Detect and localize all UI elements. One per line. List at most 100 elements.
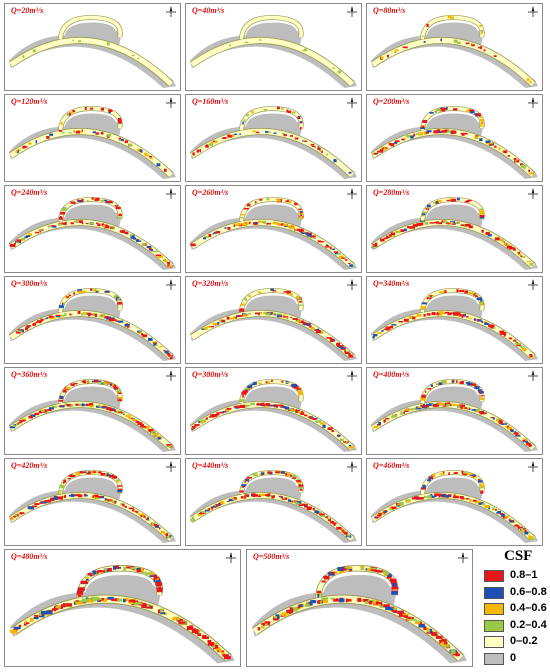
- legend-swatch: [484, 652, 504, 665]
- discharge-label: Q=380m³/s: [192, 370, 229, 379]
- north-arrow-icon: [346, 97, 358, 109]
- legend-swatch: [484, 603, 504, 615]
- legend-item: 0: [484, 651, 548, 667]
- north-arrow-icon: [346, 279, 358, 291]
- legend-item: 0–0.2: [484, 635, 548, 650]
- map-panel: Q=20m³/s: [4, 3, 181, 91]
- north-arrow-icon: [527, 370, 539, 382]
- north-arrow-icon: [457, 552, 469, 564]
- map-panel: Q=280m³/s: [366, 185, 543, 273]
- map-panel: Q=460m³/s: [366, 458, 543, 546]
- discharge-label: Q=160m³/s: [192, 97, 229, 106]
- north-arrow-icon: [165, 279, 177, 291]
- map-panel: Q=500m³/s: [246, 549, 473, 667]
- river-csf-map: [189, 379, 358, 453]
- north-arrow-icon: [527, 188, 539, 200]
- map-panel: Q=80m³/s: [366, 3, 543, 91]
- legend-label: 0–0.2: [510, 635, 538, 647]
- river-csf-map: [189, 197, 358, 271]
- legend-item: 0.6–0.8: [484, 585, 548, 601]
- map-panel: Q=160m³/s: [185, 94, 362, 182]
- map-panel: Q=200m³/s: [366, 94, 543, 182]
- legend-swatch: [484, 586, 504, 599]
- discharge-label: Q=500m³/s: [253, 552, 290, 561]
- river-csf-map: [189, 15, 358, 89]
- north-arrow-icon: [346, 6, 358, 18]
- discharge-label: Q=280m³/s: [373, 188, 410, 197]
- discharge-label: Q=20m³/s: [11, 6, 44, 15]
- discharge-label: Q=260m³/s: [192, 188, 229, 197]
- map-panel: Q=260m³/s: [185, 185, 362, 273]
- legend-item: 0.4–0.6: [484, 602, 548, 617]
- north-arrow-icon: [527, 279, 539, 291]
- north-arrow-icon: [165, 188, 177, 200]
- legend-title: CSF: [504, 548, 533, 564]
- discharge-label: Q=480m³/s: [11, 552, 48, 561]
- legend-swatch: [484, 636, 504, 648]
- map-panel: Q=400m³/s: [366, 367, 543, 455]
- north-arrow-icon: [346, 188, 358, 200]
- river-csf-map: [8, 106, 177, 180]
- discharge-label: Q=240m³/s: [11, 188, 48, 197]
- map-panel: Q=360m³/s: [4, 367, 181, 455]
- north-arrow-icon: [165, 97, 177, 109]
- discharge-label: Q=320m³/s: [192, 279, 229, 288]
- legend-label: 0.6–0.8: [510, 585, 547, 598]
- map-panel: Q=320m³/s: [185, 276, 362, 364]
- river-csf-map: [370, 288, 539, 362]
- river-csf-map: [370, 470, 539, 544]
- csf-legend: CSF 0.8–1 0.6–0.8 0.4–0.6 0.2–0.4 0–0.2 0: [476, 548, 548, 668]
- map-panel: Q=480m³/s: [4, 549, 241, 667]
- map-panel: Q=300m³/s: [4, 276, 181, 364]
- legend-label: 0: [510, 651, 517, 664]
- legend-label: 0.4–0.6: [510, 602, 547, 614]
- discharge-label: Q=120m³/s: [11, 97, 48, 106]
- map-panel: Q=420m³/s: [4, 458, 181, 546]
- river-csf-map: [189, 288, 358, 362]
- discharge-label: Q=340m³/s: [373, 279, 410, 288]
- map-panel: Q=240m³/s: [4, 185, 181, 273]
- river-csf-map: [189, 106, 358, 180]
- river-csf-map: [370, 106, 539, 180]
- discharge-label: Q=300m³/s: [11, 279, 48, 288]
- discharge-label: Q=360m³/s: [11, 370, 48, 379]
- discharge-label: Q=460m³/s: [373, 461, 410, 470]
- map-panel: Q=440m³/s: [185, 458, 362, 546]
- north-arrow-icon: [225, 552, 237, 564]
- north-arrow-icon: [165, 6, 177, 18]
- legend-item: 0.2–0.4: [484, 618, 548, 634]
- legend-item: 0.8–1: [484, 569, 548, 584]
- river-csf-map: [370, 15, 539, 89]
- north-arrow-icon: [527, 6, 539, 18]
- river-csf-map: [252, 564, 467, 664]
- discharge-label: Q=80m³/s: [373, 6, 406, 15]
- north-arrow-icon: [346, 461, 358, 473]
- north-arrow-icon: [527, 97, 539, 109]
- legend-label: 0.2–0.4: [510, 618, 547, 631]
- river-csf-map: [8, 288, 177, 362]
- discharge-label: Q=400m³/s: [373, 370, 410, 379]
- map-panel: Q=40m³/s: [185, 3, 362, 91]
- north-arrow-icon: [165, 370, 177, 382]
- legend-swatch: [484, 570, 504, 582]
- legend-label: 0.8–1: [510, 569, 538, 581]
- river-csf-map: [8, 470, 177, 544]
- north-arrow-icon: [165, 461, 177, 473]
- river-csf-map: [8, 379, 177, 453]
- north-arrow-icon: [346, 370, 358, 382]
- legend-swatch: [484, 619, 504, 632]
- river-csf-map: [189, 470, 358, 544]
- river-csf-map: [8, 15, 177, 89]
- river-csf-map: [370, 197, 539, 271]
- river-csf-map: [10, 564, 235, 664]
- north-arrow-icon: [527, 461, 539, 473]
- map-panel: Q=380m³/s: [185, 367, 362, 455]
- discharge-label: Q=420m³/s: [11, 461, 48, 470]
- discharge-label: Q=200m³/s: [373, 97, 410, 106]
- map-panel: Q=340m³/s: [366, 276, 543, 364]
- river-csf-map: [8, 197, 177, 271]
- river-csf-map: [370, 379, 539, 453]
- discharge-label: Q=40m³/s: [192, 6, 225, 15]
- discharge-label: Q=440m³/s: [192, 461, 229, 470]
- map-panel: Q=120m³/s: [4, 94, 181, 182]
